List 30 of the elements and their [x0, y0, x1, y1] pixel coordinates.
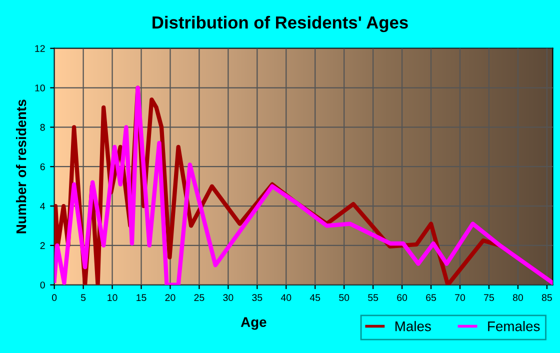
x-axis-title: Age — [240, 317, 266, 330]
y-tick-label: 10 — [35, 84, 45, 92]
y-axis-title: Number of residents — [16, 100, 26, 234]
x-tick-label: 65 — [426, 294, 436, 302]
x-tick-label: 85 — [542, 294, 552, 302]
y-tick-label: 12 — [35, 45, 45, 52]
x-tick-label: 40 — [280, 294, 292, 302]
x-tick-label: 80 — [512, 294, 523, 302]
y-tick-label: 4 — [40, 202, 46, 210]
x-tick-label: 25 — [194, 294, 204, 302]
y-tick-label: 0 — [40, 282, 45, 288]
x-tick-label: 60 — [397, 294, 408, 302]
x-tick-label: 20 — [165, 294, 176, 302]
x-tick-label: 15 — [136, 294, 146, 302]
x-tick-label: 10 — [108, 294, 118, 302]
x-tick-label: 50 — [339, 294, 350, 302]
x-tick-label: 30 — [223, 294, 234, 302]
x-tick-label: 0 — [52, 294, 57, 302]
x-tick-label: 35 — [252, 294, 262, 302]
y-tick-label: 2 — [40, 242, 45, 249]
x-tick-label: 45 — [310, 294, 320, 302]
legend-label: Females — [488, 321, 540, 332]
legend-label: Males — [396, 321, 431, 332]
x-tick-label: 70 — [455, 294, 466, 302]
x-tick-label: 55 — [368, 294, 378, 302]
chart-title: Distribution of Residents' Ages — [152, 16, 408, 32]
x-tick-label: 5 — [80, 294, 86, 302]
x-tick-label: 75 — [484, 294, 494, 302]
y-tick-label: 6 — [40, 163, 45, 170]
y-tick-label: 8 — [40, 124, 45, 131]
